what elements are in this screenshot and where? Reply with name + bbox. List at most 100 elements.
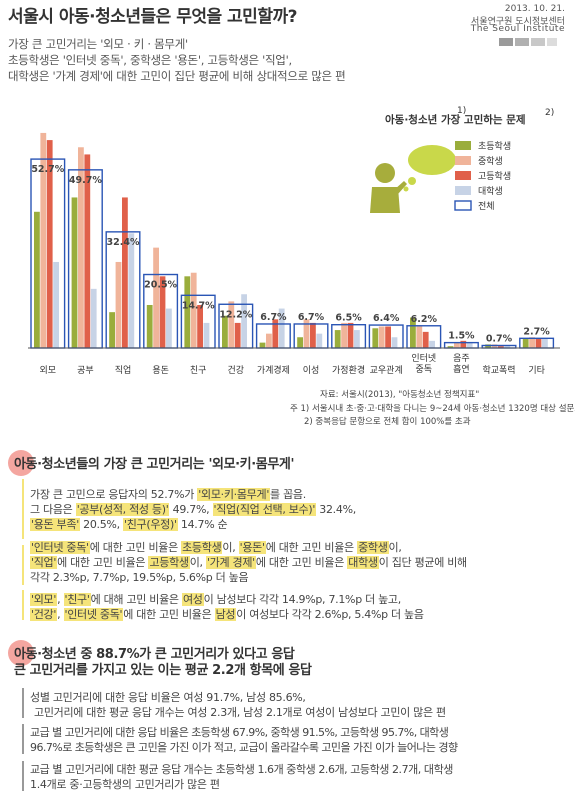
value-label-5: 12.2% — [219, 309, 252, 320]
legend-swatch-3 — [455, 186, 471, 195]
category-label-13: 기타 — [528, 365, 545, 376]
bar-대학생-10 — [429, 340, 435, 348]
bar-중학생-3 — [153, 247, 159, 348]
bar-대학생-0 — [53, 261, 59, 348]
value-label-11: 1.5% — [448, 331, 475, 342]
bar-중학생-11 — [454, 342, 460, 348]
bar-고등학생-1 — [84, 154, 91, 348]
bar-중학생-0 — [40, 132, 47, 348]
bar-초등학생-2 — [109, 312, 115, 348]
category-label-5: 건강 — [228, 365, 245, 376]
bar-고등학생-12 — [498, 346, 504, 348]
legend-label-2: 고등학생 — [478, 171, 511, 182]
legend-swatch-4 — [454, 200, 472, 211]
legend-note-1: 1) — [457, 106, 466, 116]
section2-para-3: 교급 별 고민거리에 대한 응답 비율은 초등학생 67.9%, 중학생 91.… — [30, 726, 449, 739]
bar-초등학생-6 — [259, 342, 266, 348]
org-logo-icon — [499, 38, 557, 46]
legend-label-1: 중학생 — [478, 156, 503, 167]
subtitle-line-3: 대학생은 '가계 경제'에 대한 고민이 집단 평균에 비해 상대적으로 많은 … — [8, 69, 346, 83]
bar-고등학생-5 — [234, 322, 241, 348]
category-label-10: 인터넷 중독 — [411, 353, 436, 375]
bar-중학생-8 — [341, 322, 347, 348]
value-label-12: 0.7% — [486, 333, 513, 344]
org-name: 서울연구원 도시정보센터 — [471, 17, 565, 27]
section2-bar-1 — [22, 688, 24, 718]
legend-title: 아동·청소년 가장 고민하는 문제 — [385, 113, 526, 126]
legend-swatch-2 — [455, 171, 471, 180]
value-label-10: 6.2% — [411, 314, 438, 325]
bar-고등학생-4 — [197, 304, 203, 348]
section2-heading-2: 큰 고민거리를 가지고 있는 이는 평균 2.2개 항목에 응답 — [14, 663, 312, 678]
bar-고등학생-2 — [122, 197, 128, 348]
legend-swatch-1 — [455, 156, 471, 165]
value-labels: 52.7% 49.7% 32.4% 20.5% 14.7% 12.2% 6.7% 6.7% 6.… — [31, 164, 550, 344]
section1-para-2: 그 다음은 '공부(성적, 적성 등)' 49.7%, '직업(직업 선택, 보… — [30, 503, 356, 516]
page-title: 서울시 아동·청소년들은 무엇을 고민할까? — [8, 7, 297, 27]
bar-초등학생-7 — [297, 337, 303, 348]
category-label-7: 이성 — [303, 365, 320, 376]
legend-label-3: 대학생 — [478, 186, 503, 197]
bar-중학생-9 — [378, 326, 385, 348]
section1-para-3: '용돈 부족' 20.5%, '친구(우정)' 14.7% 순 — [30, 518, 228, 531]
category-label-3: 용돈 — [152, 365, 169, 376]
bar-대학생-12 — [504, 346, 511, 348]
bar-중학생-13 — [529, 337, 535, 348]
section1-para-8: '건강', '인터넷 중독'에 대한 고민 비율은 남성이 여성보다 각각 2.… — [30, 608, 424, 621]
section2-para-2: 고민거리에 대한 평균 응답 개수는 여성 2.3개, 남성 2.1개로 여성이… — [34, 706, 446, 719]
bar-대학생-4 — [203, 322, 210, 348]
category-label-11: 음주 흡연 — [453, 353, 470, 375]
source-note: 자료: 서울시(2013), "아동청소년 정책지표" — [320, 390, 480, 400]
section2-para-5: 교급 별 고민거리에 대한 평균 응답 개수는 초등학생 1.6개 중학생 2.… — [30, 763, 453, 776]
bar-고등학생-7 — [310, 322, 316, 348]
section2-para-6: 1.4개로 중·고등학생의 고민거리가 많은 편 — [30, 778, 220, 791]
legend-label-4: 전체 — [478, 201, 495, 212]
org-name-en: The Seoul Institute — [470, 24, 565, 34]
bar-고등학생-9 — [385, 326, 391, 348]
heading-bullet-icon — [8, 450, 34, 476]
legend-note-2: 2) — [545, 108, 554, 118]
category-label-1: 공부 — [77, 365, 94, 376]
bar-대학생-3 — [166, 308, 172, 348]
bar-고등학생-3 — [159, 276, 166, 348]
section1-para-1: 가장 큰 고민으로 응답자의 52.7%가 '외모·키·몸무게'를 꼽음. — [30, 488, 306, 501]
legend-label-0: 초등학생 — [478, 141, 511, 152]
category-label-8: 가정환경 — [332, 364, 365, 376]
value-label-3: 20.5% — [144, 280, 177, 291]
section2-bar-2 — [22, 724, 24, 754]
footnote-1: 주 1) 서울시내 초·중·고·대학을 다니는 9~24세 아동·청소년 132… — [290, 404, 575, 414]
bar-초등학생-0 — [34, 211, 40, 348]
bar-고등학생-10 — [422, 331, 429, 348]
value-label-4: 14.7% — [182, 300, 215, 311]
heading-bullet-icon — [8, 640, 34, 666]
bar-중학생-4 — [190, 272, 197, 348]
bar-중학생-5 — [228, 301, 235, 348]
bar-초등학생-10 — [410, 317, 416, 348]
category-labels: 외모 공부 직업 용돈 친구 건강 가계경제 이성 가정환경 교우관계 인터넷 중독 음주 흡연 학교폭력 기… — [40, 353, 546, 376]
section1-bar-3 — [22, 590, 24, 620]
category-label-0: 외모 — [40, 364, 57, 376]
section1-bar-2 — [22, 545, 24, 585]
bar-중학생-10 — [416, 326, 423, 348]
bar-대학생-7 — [316, 333, 323, 348]
thinking-person-icon — [370, 145, 456, 213]
section2-para-1: 성별 고민거리에 대한 응답 비율은 여성 91.7%, 남성 85.6%, — [30, 691, 306, 704]
bar-초등학생-9 — [372, 328, 379, 348]
date-label: 2013. 10. 21. — [504, 4, 565, 14]
bar-중학생-6 — [266, 333, 272, 348]
legend-swatch-0 — [455, 141, 471, 150]
bar-대학생-5 — [241, 294, 247, 348]
bar-고등학생-13 — [535, 339, 542, 348]
value-label-9: 6.4% — [373, 313, 400, 324]
value-label-7: 6.7% — [298, 312, 325, 323]
subtitle-line-1: 가장 큰 고민거리는 '외모 · 키 · 몸무게' — [8, 37, 188, 51]
section1-para-4: '인터넷 중독'에 대한 고민 비율은 초등학생이, '용돈'에 대한 고민 비… — [30, 541, 402, 554]
footnote-2: 2) 중복응답 문항으로 전체 합이 100%를 초과 — [304, 417, 471, 427]
value-label-8: 6.5% — [335, 313, 362, 324]
bar-대학생-2 — [128, 233, 135, 348]
section2-para-4: 96.7%로 초등학생은 큰 고민을 가진 이가 적고, 교급이 올라갈수록 고… — [30, 741, 458, 754]
bar-대학생-11 — [466, 342, 473, 348]
bar-고등학생-8 — [347, 322, 354, 348]
bar-초등학생-8 — [334, 330, 341, 348]
